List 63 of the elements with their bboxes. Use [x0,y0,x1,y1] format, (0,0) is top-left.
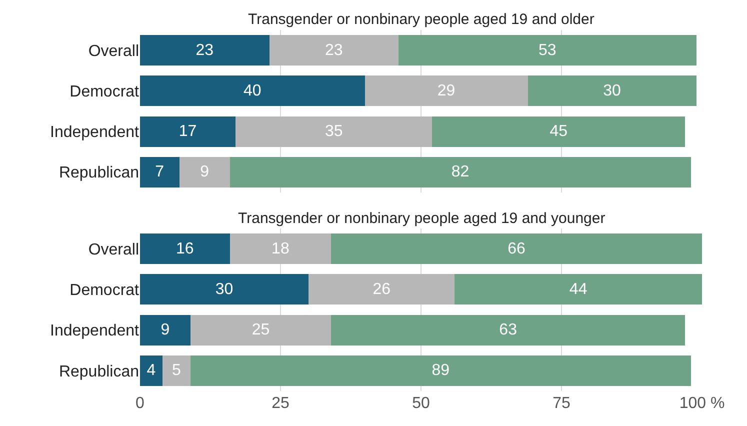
bar [140,314,191,346]
data-label: 30 [603,82,622,100]
y-tick-label: Democrat [70,282,140,300]
bar [140,274,309,305]
y-tick-label: Independent [50,124,140,142]
bar [190,314,332,346]
bar [230,234,332,264]
bar [140,76,365,106]
y-tick-label: Republican [58,164,139,182]
bar [454,274,702,305]
data-label: 7 [155,164,164,181]
bar [140,234,230,264]
y-tick-label: Overall [88,241,139,258]
data-label: 53 [538,42,556,59]
bar [331,234,702,264]
x-tick-label: 0 [136,395,145,412]
x-tick-label: 50 [412,395,430,412]
data-label: 17 [178,123,197,140]
data-label: 5 [172,362,182,380]
data-label: 26 [372,280,391,298]
bar [162,355,191,386]
data-label: 9 [160,322,170,339]
y-tick-label: Republican [58,363,139,380]
data-label: 30 [215,280,234,298]
bar [398,35,696,66]
y-tick-label: Democrat [70,84,140,101]
x-tick-label: 100 % [679,395,725,412]
bar [140,156,180,188]
data-label: 45 [550,123,568,140]
data-label: 63 [499,322,518,339]
data-label: 82 [451,164,470,181]
x-tick-label: 25 [272,395,290,412]
y-tick-label: Independent [50,322,140,340]
bar [269,35,399,66]
chart-title: Transgender or nonbinary people aged 19 and older [248,11,594,28]
bar [140,116,236,147]
bar [364,76,528,106]
data-label: 4 [146,362,156,380]
data-label: 25 [252,322,270,339]
bar [236,116,432,147]
data-label: 23 [196,42,214,59]
x-tick-label: 75 [552,395,570,412]
data-label: 9 [200,164,210,181]
bar [331,314,686,346]
y-tick-label: Overall [88,42,139,60]
bar [140,35,270,66]
bar [308,274,455,305]
data-label: 89 [432,362,450,380]
data-label: 16 [176,240,194,258]
data-label: 23 [324,42,343,59]
bar [528,76,696,106]
bar [190,355,691,386]
data-label: 35 [324,123,343,140]
data-label: 40 [243,82,262,100]
data-label: 18 [272,240,290,258]
chart-title: Transgender or nonbinary people aged 19 and younger [238,210,606,227]
bar [179,156,230,188]
bar [230,156,691,188]
bar [432,116,686,147]
data-label: 44 [569,280,588,298]
bar [140,355,162,386]
data-label: 66 [508,240,526,258]
data-label: 29 [437,82,456,100]
